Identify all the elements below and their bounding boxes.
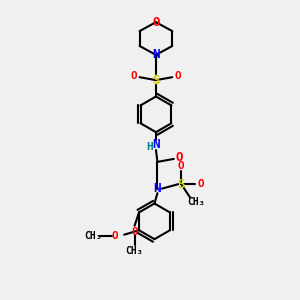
Text: O: O: [152, 16, 160, 29]
Text: O: O: [178, 161, 184, 171]
Text: S: S: [178, 178, 185, 191]
Text: C: C: [157, 161, 158, 162]
Text: O: O: [131, 227, 138, 237]
Text: O: O: [175, 71, 181, 81]
Text: O: O: [197, 179, 204, 189]
Text: O: O: [176, 151, 184, 164]
Text: CH₃: CH₃: [84, 231, 102, 241]
Text: O: O: [112, 231, 119, 241]
Text: S: S: [152, 74, 160, 87]
Text: H: H: [146, 142, 153, 152]
Text: N: N: [154, 182, 161, 195]
Text: O: O: [130, 71, 137, 81]
Text: N: N: [152, 48, 160, 62]
Text: N: N: [152, 138, 160, 151]
Text: CH₃: CH₃: [126, 246, 143, 256]
Text: CH₃: CH₃: [187, 197, 205, 207]
